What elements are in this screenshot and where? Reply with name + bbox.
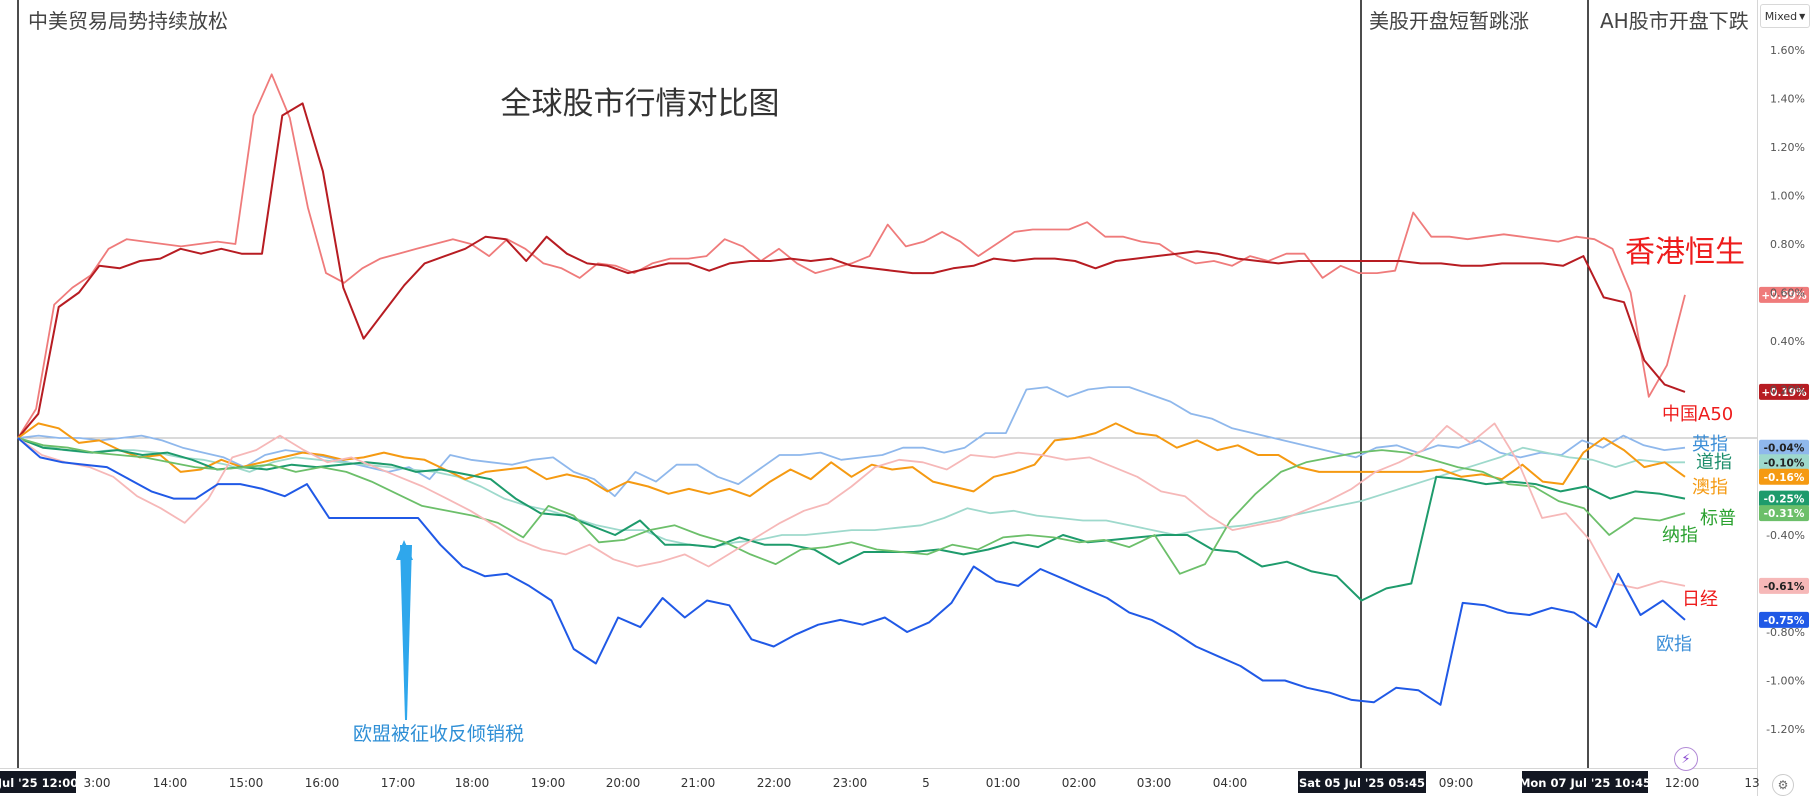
series-line — [17, 422, 1686, 498]
lightning-icon[interactable]: ⚡ — [1674, 747, 1698, 771]
gear-icon[interactable]: ⚙ — [1772, 774, 1794, 796]
series-line — [17, 437, 1686, 575]
chevron-down-icon: ▼ — [1799, 11, 1806, 21]
series-name-label: 纳指 — [1662, 525, 1698, 546]
series-layer — [17, 73, 1686, 706]
event-label-3: AH股市开盘下跌 — [1600, 9, 1749, 33]
event-label-1: 中美贸易局势持续放松 — [28, 9, 228, 33]
series-line — [17, 102, 1686, 439]
series-line — [17, 73, 1686, 439]
scale-mode-label: Mixed — [1764, 9, 1798, 23]
annotation-label: 欧盟被征收反倾销税 — [353, 723, 524, 745]
series-line — [17, 386, 1686, 498]
series-line — [17, 437, 1686, 602]
event-lines — [17, 0, 1589, 768]
series-line — [17, 437, 1685, 548]
series-name-label: 标普 — [1700, 508, 1736, 529]
chart-title: 全球股市行情对比图 — [501, 86, 780, 122]
series-line — [17, 437, 1686, 706]
annotation-arrow — [396, 540, 413, 720]
series-name-label: 英指 — [1692, 434, 1728, 455]
time-axis[interactable] — [0, 768, 1757, 797]
event-label-2: 美股开盘短暂跳涨 — [1369, 9, 1529, 33]
series-name-label: 香港恒生 — [1625, 235, 1745, 270]
scale-mode-button[interactable]: Mixed ▼ — [1760, 4, 1810, 28]
series-line — [17, 422, 1686, 590]
price-axis[interactable] — [1757, 0, 1811, 796]
series-name-label: 欧指 — [1656, 634, 1692, 655]
series-name-label: 日经 — [1682, 589, 1718, 610]
series-name-label: 澳指 — [1692, 477, 1728, 498]
series-name-label: 道指 — [1696, 452, 1732, 473]
series-name-label: 中国A50 — [1662, 404, 1733, 425]
